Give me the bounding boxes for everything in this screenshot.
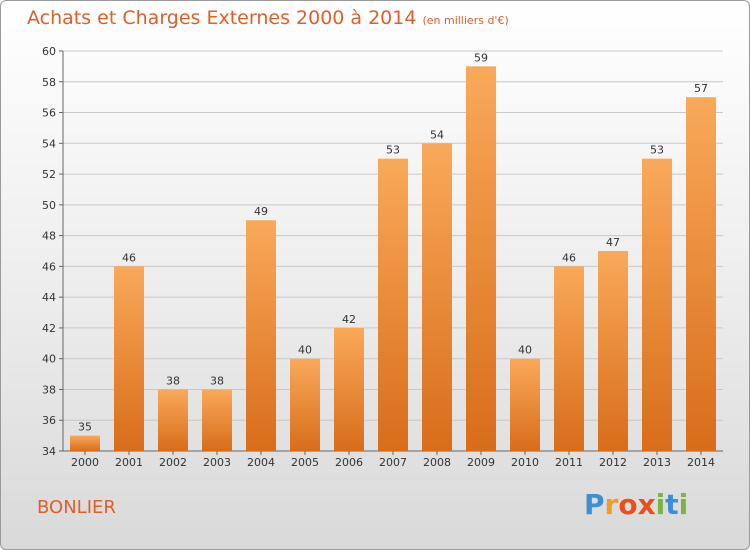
y-tick-labels: 34 36 38 40 42 44 46 48 50 52 54 56 58 60 bbox=[42, 45, 56, 458]
x-tick-label: 2001 bbox=[115, 456, 143, 469]
data-label: 38 bbox=[166, 374, 180, 387]
data-label: 54 bbox=[430, 128, 444, 141]
data-label: 38 bbox=[210, 374, 224, 387]
bar bbox=[686, 97, 716, 452]
x-tick-label: 2010 bbox=[511, 456, 539, 469]
y-tick-label: 34 bbox=[42, 445, 56, 458]
x-tick-label: 2004 bbox=[247, 456, 275, 469]
data-label: 49 bbox=[254, 205, 268, 218]
bar bbox=[158, 389, 188, 451]
data-label: 46 bbox=[562, 251, 576, 264]
data-label: 53 bbox=[650, 144, 664, 157]
logo-letter: x bbox=[637, 488, 656, 521]
bar-chart: 34 36 38 40 42 44 46 48 50 52 54 56 58 60 35 46 38 38 49 4… bbox=[42, 45, 723, 469]
logo-letter: P bbox=[584, 488, 605, 521]
data-label: 53 bbox=[386, 144, 400, 157]
y-tick-label: 52 bbox=[42, 168, 56, 181]
logo-letter: r bbox=[604, 488, 619, 521]
y-tick-label: 60 bbox=[42, 45, 56, 58]
bar bbox=[598, 251, 628, 451]
x-tick-labels: 2000 2001 2002 2003 2004 2005 2006 2007 2008 2009… bbox=[71, 451, 715, 469]
data-label: 47 bbox=[606, 236, 620, 249]
y-tick-label: 48 bbox=[42, 230, 56, 243]
x-tick-label: 2003 bbox=[203, 456, 231, 469]
x-tick-label: 2009 bbox=[467, 456, 495, 469]
data-label: 57 bbox=[694, 82, 708, 95]
bar bbox=[334, 327, 364, 451]
x-tick-label: 2013 bbox=[643, 456, 671, 469]
bar bbox=[510, 358, 540, 451]
proxiti-logo[interactable]: Proxiti bbox=[584, 488, 688, 521]
y-tick-label: 58 bbox=[42, 76, 56, 89]
bar bbox=[202, 389, 232, 451]
bar bbox=[114, 266, 144, 451]
bar bbox=[290, 358, 320, 451]
y-tick-label: 36 bbox=[42, 414, 56, 427]
y-tick-label: 46 bbox=[42, 260, 56, 273]
chart-title-text: Achats et Charges Externes 2000 à 2014 bbox=[27, 7, 417, 29]
y-tick-label: 54 bbox=[42, 137, 56, 150]
bars bbox=[70, 66, 716, 452]
logo-letter: i bbox=[655, 488, 666, 521]
data-label: 59 bbox=[474, 51, 488, 64]
chart-subtitle: (en milliers d'€) bbox=[422, 14, 509, 27]
x-tick-label: 2014 bbox=[687, 456, 715, 469]
y-tick-label: 56 bbox=[42, 107, 56, 120]
bar bbox=[70, 435, 100, 451]
chart-title: Achats et Charges Externes 2000 à 2014 (e… bbox=[27, 7, 509, 29]
x-tick-label: 2006 bbox=[335, 456, 363, 469]
bar bbox=[466, 66, 496, 451]
data-label: 40 bbox=[518, 344, 532, 357]
x-tick-label: 2008 bbox=[423, 456, 451, 469]
data-label: 40 bbox=[298, 344, 312, 357]
y-tick-label: 44 bbox=[42, 291, 56, 304]
bar bbox=[422, 143, 452, 452]
x-tick-label: 2007 bbox=[379, 456, 407, 469]
data-label: 42 bbox=[342, 313, 356, 326]
data-label: 35 bbox=[78, 421, 92, 434]
x-tick-label: 2005 bbox=[291, 456, 319, 469]
x-tick-label: 2000 bbox=[71, 456, 99, 469]
bar bbox=[378, 158, 408, 451]
y-tick-label: 50 bbox=[42, 199, 56, 212]
y-tick-label: 42 bbox=[42, 322, 56, 335]
x-tick-label: 2011 bbox=[555, 456, 583, 469]
data-label: 46 bbox=[122, 251, 136, 264]
y-tick-label: 38 bbox=[42, 383, 56, 396]
x-tick-label: 2002 bbox=[159, 456, 187, 469]
bar bbox=[554, 266, 584, 451]
y-tick-label: 40 bbox=[42, 353, 56, 366]
logo-letter: o bbox=[618, 488, 638, 521]
x-tick-label: 2012 bbox=[599, 456, 627, 469]
bar bbox=[246, 220, 276, 451]
logo-letter: i bbox=[678, 488, 689, 521]
commune-name: BONLIER bbox=[37, 497, 116, 518]
data-labels: 35 46 38 38 49 40 42 53 54 59 40 46 47 53 57 bbox=[78, 51, 708, 433]
bar bbox=[642, 158, 672, 451]
logo-letter: t bbox=[665, 488, 679, 521]
